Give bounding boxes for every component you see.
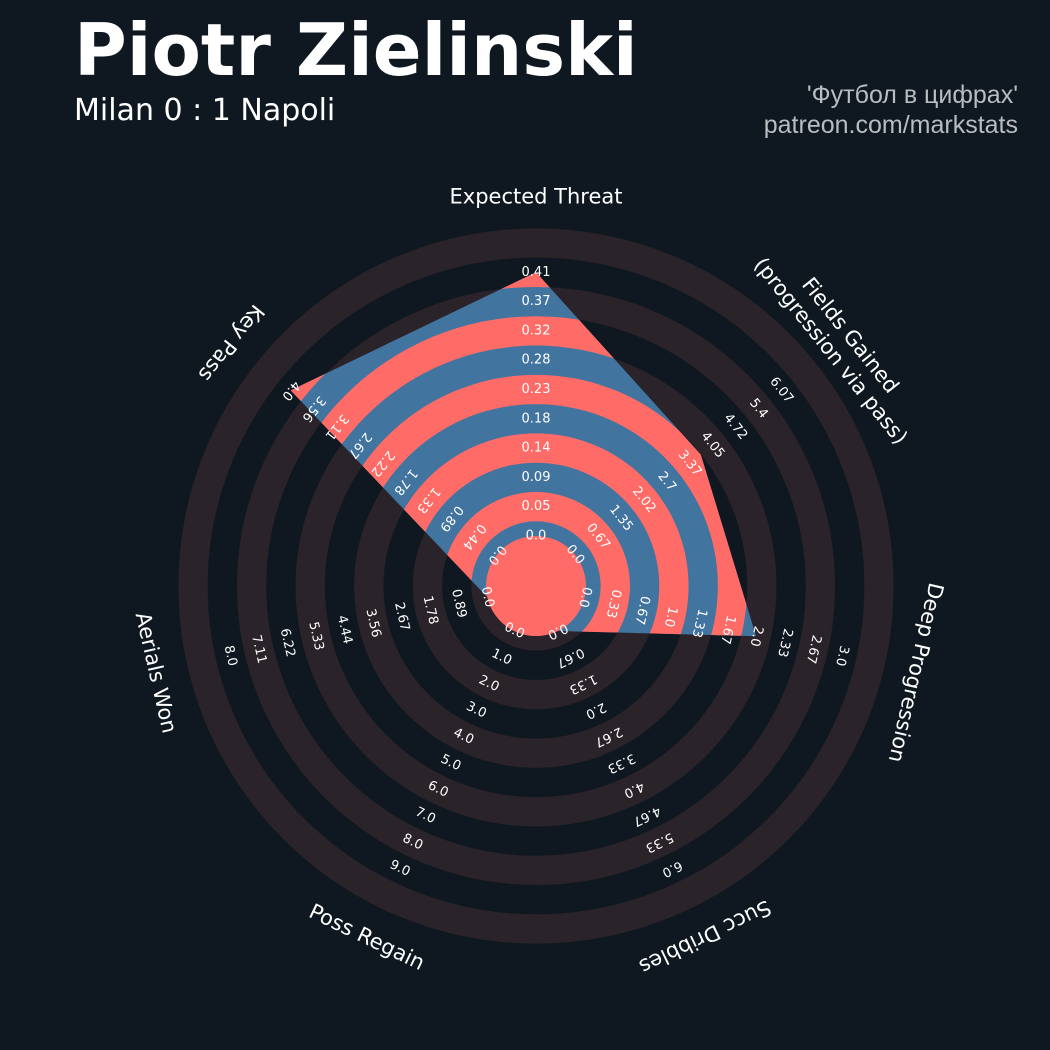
- tick-label: 6.22: [277, 627, 298, 659]
- credit-block: 'Футбол в цифрах' patreon.com/markstats: [764, 80, 1018, 140]
- tick-label: 2.67: [803, 634, 824, 666]
- tick-label: 2.67: [391, 601, 412, 633]
- tick-label: 8.0: [221, 644, 240, 668]
- tick-label: 0.67: [631, 594, 652, 626]
- center-disc-top: [486, 536, 586, 636]
- tick-label: 0.23: [522, 382, 551, 397]
- page-title: Piotr Zielinski: [74, 8, 638, 92]
- tick-label: 0.89: [448, 588, 469, 620]
- tick-label: 0.0: [478, 585, 497, 609]
- tick-label: 0.41: [522, 265, 551, 280]
- axis-label-line: Deep Progression: [884, 581, 948, 765]
- tick-label: 0.09: [522, 470, 551, 485]
- axis-label: Deep Progression: [884, 581, 948, 765]
- tick-label: 0.0: [575, 585, 594, 609]
- axis-label: Expected Threat: [450, 184, 623, 208]
- tick-label: 0.37: [522, 294, 551, 309]
- tick-label: 1.78: [420, 594, 441, 626]
- tick-label: 5.33: [305, 620, 326, 652]
- axis-label-line: Aerials Won: [131, 610, 182, 736]
- axis-label: Aerials Won: [131, 610, 182, 736]
- tick-label: 0.05: [522, 499, 551, 514]
- tick-label-layer: 0.0 0.05 0.09 0.14 0.18 0.23 0.28 0.32 0.37 0.41 0…: [221, 265, 852, 880]
- tick-label: 0.28: [522, 353, 551, 368]
- credit-line-1: 'Футбол в цифрах': [806, 81, 1018, 109]
- tick-label: 1.33: [688, 607, 709, 639]
- tick-label: 3.0: [832, 644, 851, 668]
- axis-label-line: Expected Threat: [450, 184, 623, 208]
- tick-label: 3.56: [362, 607, 383, 639]
- tick-label: 0.33: [603, 588, 624, 620]
- credit-line-2: patreon.com/markstats: [763, 111, 1018, 139]
- tick-label: 0.32: [522, 323, 551, 338]
- tick-label: 1.67: [717, 614, 738, 646]
- tick-label: 1.0: [661, 605, 680, 629]
- tick-label: 2.33: [774, 627, 795, 659]
- tick-label: 0.18: [522, 411, 551, 426]
- tick-label: 0.14: [522, 441, 551, 456]
- tick-label: 7.11: [248, 634, 269, 666]
- tick-label: 2.0: [746, 624, 765, 648]
- tick-label: 4.44: [334, 614, 355, 646]
- tick-label: 0.0: [526, 529, 547, 544]
- match-subtitle: Milan 0 : 1 Napoli: [74, 93, 336, 128]
